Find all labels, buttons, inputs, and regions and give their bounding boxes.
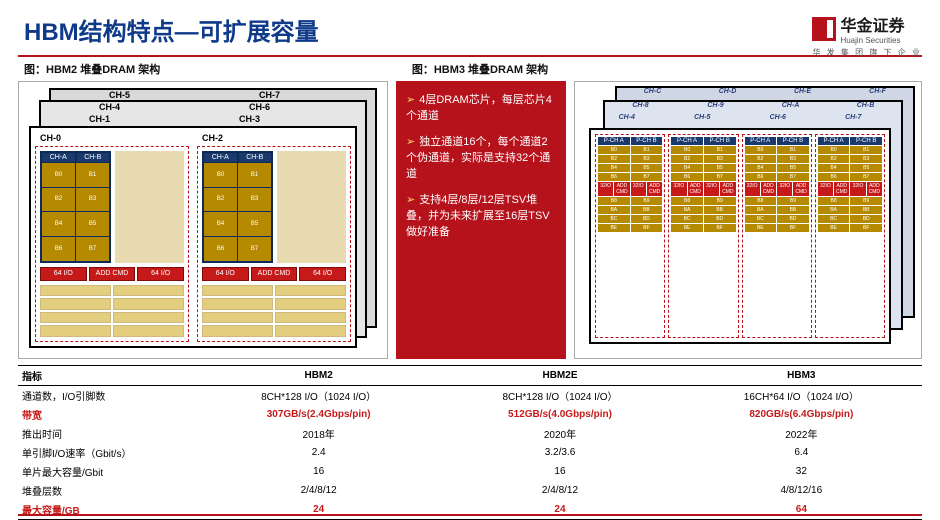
bottom-rule (18, 514, 922, 516)
hbm3-diagram: CH-CCH-DCH-ECH-F CH-8CH-9CH-ACH-B CH-4CH… (574, 81, 922, 359)
table-row: 带宽307GB/s(2.4Gbps/pin)512GB/s(4.0Gbps/pi… (18, 405, 922, 424)
hbm2-diagram: CH-5 CH-7 CH-4 CH-6 CH-1 CH-3 CH-0CH-ACH… (18, 81, 388, 359)
divider (18, 55, 922, 57)
channel-block: CH-2CH-ACH-BB0B1B2B3B4B5B6B764 I/OADD CM… (197, 146, 351, 342)
pseudo-channel: P-CH AP-CH BB0B1B2B3B4B5B6B732IOADD CMD3… (742, 134, 812, 338)
table-row: 推出时间2018年2020年2022年 (18, 424, 922, 443)
ch-label: CH-5 (109, 90, 130, 100)
notes-box: ➢4层DRAM芯片，每层芯片4个通道 ➢独立通道16个，每个通道2个伪通道，实际… (396, 81, 566, 359)
pseudo-channel: P-CH AP-CH BB0B1B2B3B4B5B6B732IOADD CMD3… (668, 134, 738, 338)
pseudo-channel: P-CH AP-CH BB0B1B2B3B4B5B6B732IOADD CMD3… (595, 134, 665, 338)
note-1: ➢4层DRAM芯片，每层芯片4个通道 (406, 91, 556, 123)
logo-en: Huajin Securities (840, 36, 904, 45)
table-header: HBM2 (198, 366, 439, 386)
ch-label: CH-1 (89, 114, 110, 124)
table-row: 堆叠层数2/4/8/122/4/8/124/8/12/16 (18, 481, 922, 500)
table-header: HBM3 (681, 366, 922, 386)
logo: 华金证券 Huajin Securities 华 发 集 团 旗 下 企 业 (812, 12, 922, 58)
note-2: ➢独立通道16个，每个通道2个伪通道，实际是支持32个通道 (406, 133, 556, 181)
pseudo-channel: P-CH AP-CH BB0B1B2B3B4B5B6B732IOADD CMD3… (815, 134, 885, 338)
table-row: 通道数，I/O引脚数8CH*128 I/O（1024 I/O）8CH*128 I… (18, 386, 922, 406)
ch-label: CH-4 (99, 102, 120, 112)
logo-mark-icon (812, 17, 836, 41)
table-header: 指标 (18, 366, 198, 386)
ch-label: CH-7 (259, 90, 280, 100)
ch-label: CH-3 (239, 114, 260, 124)
table-header: HBM2E (439, 366, 680, 386)
table-row: 最大容量/GB242464 (18, 500, 922, 520)
note-3: ➢支持4层/8层/12层TSV堆叠，并为未来扩展至16层TSV做好准备 (406, 191, 556, 239)
table-row: 单片最大容量/Gbit161632 (18, 462, 922, 481)
logo-sub: 华 发 集 团 旗 下 企 业 (812, 47, 922, 58)
logo-cn: 华金证券 (840, 12, 904, 36)
ch-label: CH-6 (249, 102, 270, 112)
channel-block: CH-0CH-ACH-BB0B1B2B3B4B5B6B764 I/OADD CM… (35, 146, 189, 342)
caption-right: 图：HBM3 堆叠DRAM 架构 (412, 61, 916, 77)
page-title: HBM结构特点—可扩展容量 (24, 19, 319, 46)
table-row: 单引脚I/O速率（Gbit/s）2.43.2/3.66.4 (18, 443, 922, 462)
caption-left: 图：HBM2 堆叠DRAM 架构 (24, 61, 412, 77)
spec-table: 指标HBM2HBM2EHBM3 通道数，I/O引脚数8CH*128 I/O（10… (18, 365, 922, 520)
